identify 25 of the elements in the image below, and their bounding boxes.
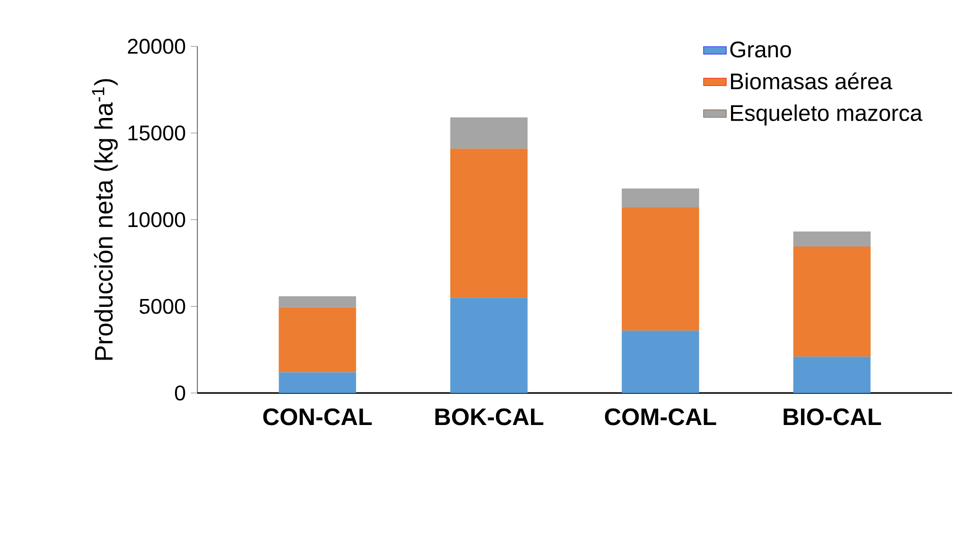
bar	[450, 148, 528, 298]
bar	[450, 298, 528, 393]
x-tick-label: CON-CAL	[263, 408, 372, 426]
y-tick-label: 5000	[140, 298, 186, 314]
y-tick-label: 10000	[128, 212, 186, 228]
y-tick-label: 0	[174, 385, 186, 401]
x-tick-label: COM-CAL	[604, 408, 716, 426]
y-tick-label: 15000	[128, 125, 186, 141]
bar	[793, 356, 871, 393]
y-axis-title: Producción neta (kg ha$^{-1}$)	[92, 79, 118, 360]
legend-label: Grano	[730, 42, 791, 58]
y-tick-label: 20000	[128, 38, 186, 54]
legend-label: Esqueleto mazorca	[731, 104, 922, 126]
bar	[278, 372, 356, 393]
bar	[278, 307, 356, 372]
bar	[793, 246, 871, 357]
bar	[622, 188, 700, 208]
x-tick-label: BOK-CAL	[435, 408, 544, 426]
legend-label: Biomasas aérea	[731, 72, 892, 90]
bar	[622, 330, 700, 393]
bar	[450, 117, 528, 149]
bar	[278, 296, 356, 308]
x-tick-label: BIO-CAL	[784, 408, 882, 426]
bar	[793, 231, 871, 247]
bar	[622, 208, 700, 331]
